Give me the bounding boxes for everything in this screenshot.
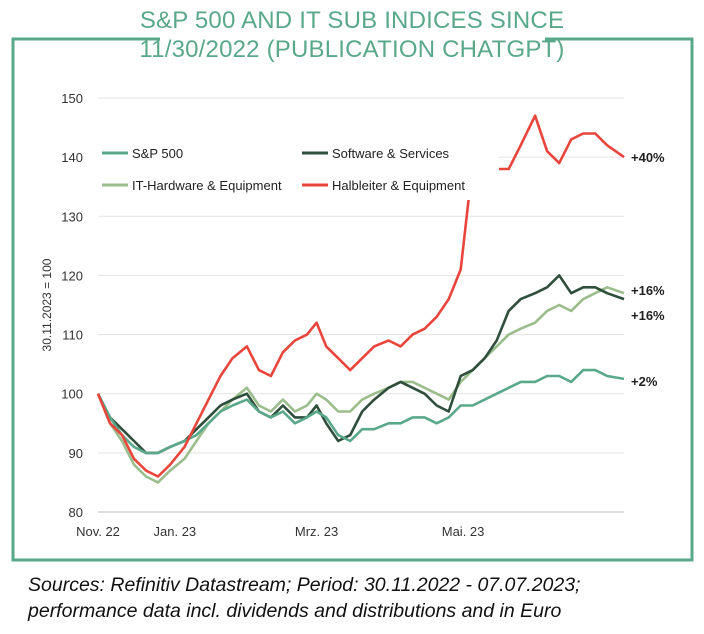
y-tick-label: 140 <box>61 150 83 165</box>
x-tick-label: Mrz. 23 <box>295 524 338 539</box>
x-tick-label: Jan. 23 <box>154 524 197 539</box>
end-label-semis: +40% <box>631 150 665 165</box>
y-tick-label: 110 <box>62 328 83 343</box>
x-axis-ticks: Nov. 22 Jan. 23 Mrz. 23 Mai. 23 <box>76 524 484 539</box>
y-tick-label: 150 <box>61 91 83 106</box>
end-labels: +16% +16% +2% +40% <box>631 150 665 389</box>
legend: S&P 500 Software & Services IT-Hardware & … <box>97 138 499 200</box>
y-tick-label: 90 <box>69 446 83 461</box>
y-axis-label: 30.11.2023 = 100 <box>40 258 54 351</box>
legend-background <box>97 138 499 200</box>
x-tick-label: Nov. 22 <box>76 524 120 539</box>
x-tick-label: Mai. 23 <box>442 524 485 539</box>
series-lines <box>96 114 625 484</box>
end-label-hardware: +16% <box>631 308 665 323</box>
end-label-sp500: +2% <box>631 374 658 389</box>
frame-border <box>11 37 694 562</box>
source-note: Sources: Refinitiv Datastream; Period: 3… <box>28 572 698 624</box>
legend-label-software: Software & Services <box>332 146 450 161</box>
series-line-sp500 <box>96 368 625 455</box>
series-line-semis <box>96 114 625 478</box>
chart-title: S&P 500 AND IT SUB INDICES SINCE 11/30/2… <box>0 6 704 64</box>
y-axis-ticks: 80 90 100 110 120 130 140 150 <box>61 91 83 520</box>
y-tick-label: 120 <box>61 268 83 283</box>
y-tick-label: 130 <box>61 209 83 224</box>
legend-label-hardware: IT-Hardware & Equipment <box>132 178 282 193</box>
series-line-software <box>96 274 625 455</box>
end-label-software: +16% <box>631 283 665 298</box>
legend-label-semis: Halbleiter & Equipment <box>332 178 465 193</box>
y-tick-label: 100 <box>61 387 83 402</box>
legend-label-sp500: S&P 500 <box>132 146 183 161</box>
source-note-line-2: performance data incl. dividends and dis… <box>28 600 562 622</box>
y-tick-label: 80 <box>69 505 83 520</box>
chart-title-line-1: S&P 500 AND IT SUB INDICES SINCE <box>139 7 565 34</box>
series-line-hardware <box>96 285 625 484</box>
chart-title-line-2: 11/30/2022 (PUBLICATION CHATGPT) <box>139 36 565 63</box>
source-note-line-1: Sources: Refinitiv Datastream; Period: 3… <box>28 574 581 596</box>
